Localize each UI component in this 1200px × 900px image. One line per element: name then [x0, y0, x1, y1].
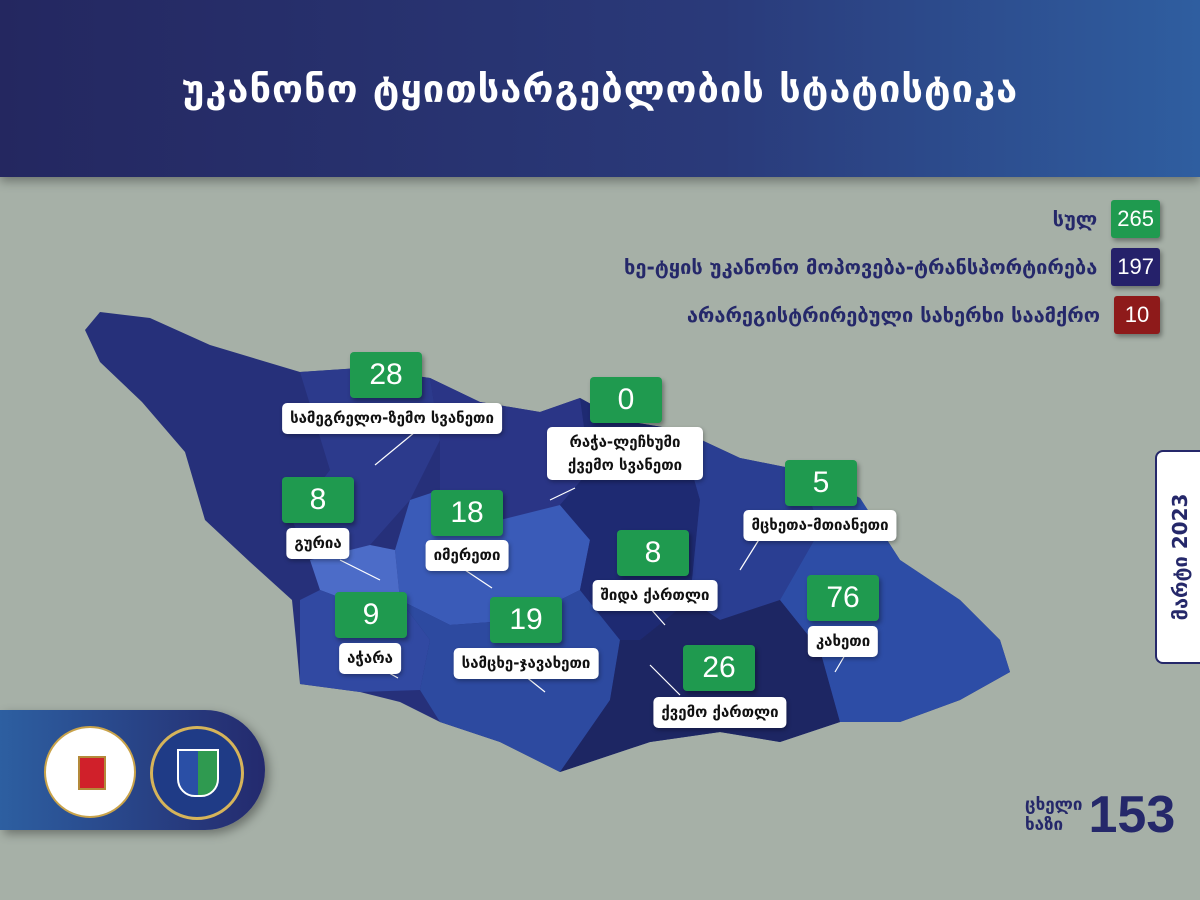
date-tab: მარტი 2023: [1155, 450, 1200, 664]
date-label: მარტი 2023: [1167, 493, 1192, 621]
label-mtskheta: მცხეთა-მთიანეთი: [743, 510, 897, 541]
legend-label: სულ: [1052, 207, 1098, 231]
value-adjara: 9: [335, 592, 407, 638]
value-samegrelo: 28: [350, 352, 422, 398]
legend-row-sawmill: არარეგისტრირებული სახერხი საამქრო 10: [687, 296, 1160, 334]
label-adjara: აჭარა: [339, 643, 401, 674]
legend-value: 197: [1111, 248, 1160, 286]
hotline-label: ცხელი ხაზი: [1025, 795, 1083, 836]
label-samegrelo: სამეგრელო-ზემო სვანეთი: [282, 403, 502, 434]
legend-label: არარეგისტრირებული სახერხი საამქრო: [686, 303, 1100, 327]
value-samtskhe: 19: [490, 597, 562, 643]
value-kakheti: 76: [807, 575, 879, 621]
value-racha: 0: [590, 377, 662, 423]
label-guria: გურია: [286, 528, 350, 559]
label-kakheti: კახეთი: [807, 626, 879, 657]
legend: სულ 265 ხე-ტყის უკანონო მოპოვება-ტრანსპო…: [624, 200, 1160, 334]
value-shida-kartli: 8: [617, 530, 689, 576]
region-samtskhe: [400, 590, 620, 772]
legend-row-total: სულ 265: [1053, 200, 1160, 238]
hotline-label-line2: ხაზი: [1025, 815, 1064, 835]
hotline-number: 153: [1088, 786, 1176, 844]
value-mtskheta: 5: [785, 460, 857, 506]
hotline: ცხელი ხაზი 153: [1025, 785, 1175, 845]
label-kvemo-kartli: ქვემო ქართლი: [653, 697, 787, 728]
region-guria: [310, 545, 400, 605]
header-banner: უკანონო ტყითსარგებლობის სტატისტიკა: [0, 0, 1200, 177]
label-imereti: იმერეთი: [425, 540, 509, 571]
legend-value: 10: [1114, 296, 1160, 334]
value-imereti: 18: [431, 490, 503, 536]
logos-panel: [0, 710, 265, 830]
label-shida-kartli: შიდა ქართლი: [592, 580, 718, 611]
legend-value: 265: [1111, 200, 1160, 238]
ministry-seal-icon: [44, 726, 136, 818]
label-samtskhe: სამცხე-ჯავახეთი: [453, 648, 599, 679]
page-title: უკანონო ტყითსარგებლობის სტატისტიკა: [181, 66, 1019, 111]
forestry-agency-seal-icon: [150, 726, 244, 820]
legend-label: ხე-ტყის უკანონო მოპოვება-ტრანსპორტირება: [624, 255, 1098, 279]
value-guria: 8: [282, 477, 354, 523]
value-kvemo-kartli: 26: [683, 645, 755, 691]
label-racha: რაჭა-ლეჩხუმი ქვემო სვანეთი: [547, 427, 703, 480]
legend-row-illegal-logging: ხე-ტყის უკანონო მოპოვება-ტრანსპორტირება …: [624, 248, 1160, 286]
hotline-label-line1: ცხელი: [1025, 794, 1083, 815]
